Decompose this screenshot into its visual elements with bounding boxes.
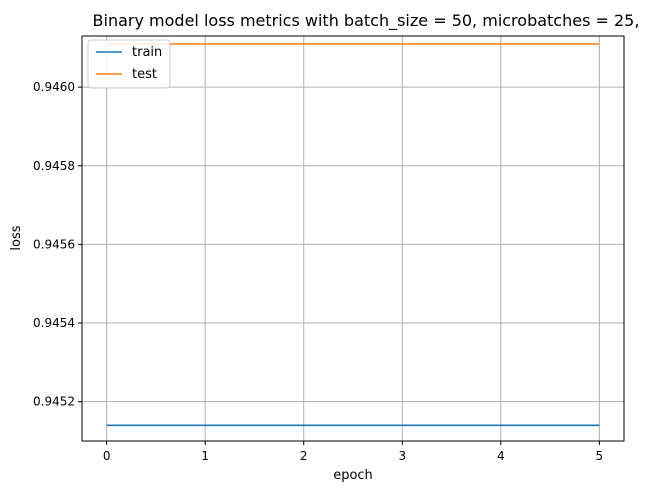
legend: train test bbox=[87, 39, 171, 89]
y-tick-label: 0.9458 bbox=[33, 159, 75, 173]
x-axis-label: epoch bbox=[333, 468, 373, 483]
series-layer bbox=[106, 43, 600, 427]
x-tick-label: 0 bbox=[103, 449, 111, 463]
x-tick-label: 5 bbox=[596, 449, 604, 463]
x-tick-label: 3 bbox=[398, 449, 406, 463]
y-tick-label: 0.9456 bbox=[33, 237, 75, 251]
y-tick-label: 0.9454 bbox=[33, 316, 75, 330]
x-tick-label: 2 bbox=[300, 449, 308, 463]
y-tick-label: 0.9452 bbox=[33, 395, 75, 409]
legend-label-test: test bbox=[132, 67, 157, 82]
y-axis: 0.9452 0.9454 0.9456 0.9458 0.9460 bbox=[33, 80, 82, 409]
legend-label-train: train bbox=[132, 45, 162, 60]
grid bbox=[82, 36, 624, 441]
plot-area-frame bbox=[81, 35, 625, 442]
chart-title: Binary model loss metrics with batch_siz… bbox=[93, 11, 640, 31]
y-axis-label: loss bbox=[9, 225, 24, 250]
x-axis: 0 1 2 3 4 5 bbox=[103, 441, 603, 463]
x-tick-label: 4 bbox=[497, 449, 505, 463]
y-tick-label: 0.9460 bbox=[33, 80, 75, 94]
x-tick-label: 1 bbox=[201, 449, 209, 463]
